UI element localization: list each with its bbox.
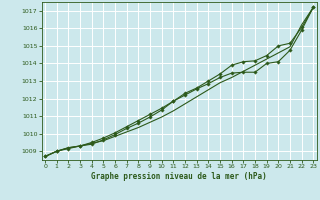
X-axis label: Graphe pression niveau de la mer (hPa): Graphe pression niveau de la mer (hPa) xyxy=(91,172,267,181)
